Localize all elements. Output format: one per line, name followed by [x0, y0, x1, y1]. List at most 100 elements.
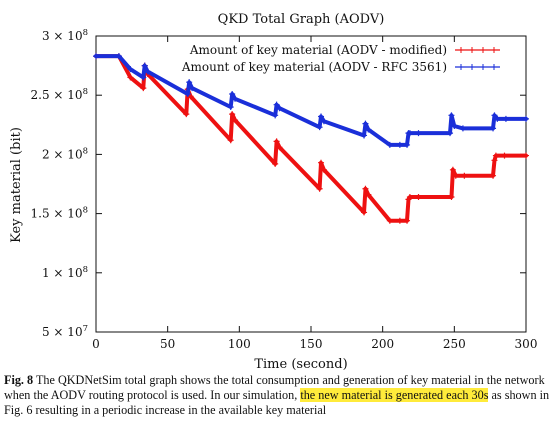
data-point: [449, 166, 456, 173]
y-tick-label: 1 × 108: [42, 265, 88, 280]
y-tick-label: 3 × 108: [42, 28, 88, 43]
caption-highlight: the new material is generated each 30s: [300, 388, 489, 402]
data-point: [491, 157, 498, 164]
data-point: [184, 91, 191, 98]
chart-title: QKD Total Graph (AODV): [218, 12, 385, 27]
data-point: [415, 130, 422, 137]
data-point: [144, 68, 151, 75]
data-point: [316, 124, 323, 131]
legend-marker: [491, 47, 497, 53]
data-point: [229, 111, 236, 118]
data-point: [492, 152, 499, 159]
data-point: [361, 132, 368, 139]
data-point: [318, 113, 325, 120]
data-point: [273, 138, 280, 145]
legend-label: Amount of key material (AODV - modified): [189, 43, 447, 57]
data-point: [365, 126, 372, 133]
legend-marker: [469, 47, 475, 53]
data-point: [448, 112, 455, 119]
data-point: [404, 141, 411, 148]
data-point: [447, 130, 454, 137]
caption-text-end: as shown in Fig. 6 resulting in a period…: [4, 388, 550, 417]
x-tick-label: 50: [160, 337, 175, 351]
data-point: [523, 152, 529, 159]
y-axis-label: Key material (bit): [9, 127, 24, 243]
data-point: [183, 111, 190, 118]
data-point: [365, 191, 372, 198]
data-point: [276, 144, 283, 151]
data-point: [459, 125, 466, 132]
data-point: [93, 53, 99, 60]
series-lines: [93, 53, 529, 224]
data-point: [396, 141, 403, 148]
data-point: [186, 79, 193, 86]
x-tick-label: 250: [443, 337, 466, 351]
x-tick-label: 300: [515, 337, 538, 351]
figure-caption: Fig. 8 The QKDNetSim total graph shows t…: [4, 373, 550, 418]
data-point: [362, 185, 369, 192]
x-tick-label: 150: [300, 337, 323, 351]
y-tick-label: 2.5 × 108: [31, 87, 88, 102]
data-point: [501, 152, 508, 159]
data-point: [491, 112, 498, 119]
legend-label: Amount of key material (AODV - RFC 3561): [181, 60, 447, 74]
data-point: [320, 118, 327, 125]
data-point: [232, 95, 239, 102]
data-point: [362, 120, 369, 127]
x-tick-label: 0: [92, 337, 100, 351]
x-axis-label: Time (second): [254, 357, 347, 370]
data-point: [490, 172, 497, 179]
chart: QKD Total Graph (AODV) 5 × 107 1 × 108 1.5…: [9, 12, 537, 370]
x-axis: 0 50 100 150 200 250 300: [92, 36, 537, 351]
data-point: [490, 125, 497, 132]
data-point: [494, 115, 501, 122]
data-point: [451, 122, 458, 129]
y-tick-label: 2 × 108: [42, 146, 88, 161]
data-point: [272, 112, 279, 119]
series-2: [93, 53, 529, 148]
legend-marker: [480, 64, 486, 70]
legend-marker: [469, 64, 475, 70]
data-point: [189, 85, 196, 92]
data-point: [361, 209, 368, 216]
data-point: [386, 217, 393, 224]
data-point: [115, 53, 122, 60]
data-point: [227, 137, 234, 144]
data-point: [273, 101, 280, 108]
data-point: [276, 105, 283, 112]
legend-marker: [491, 64, 497, 70]
caption-text: The QKDNetSim total graph shows the tota…: [4, 373, 545, 402]
caption-label: Fig. 8: [4, 373, 34, 387]
y-tick-label: 1.5 × 108: [31, 206, 88, 221]
data-point: [140, 74, 147, 81]
data-point: [232, 117, 239, 124]
data-point: [229, 91, 236, 98]
data-point: [320, 166, 327, 173]
x-tick-label: 100: [228, 337, 251, 351]
data-point: [452, 172, 459, 179]
y-axis: 5 × 107 1 × 108 1.5 × 108 2 × 108 2.5 × 108 3…: [31, 28, 526, 339]
data-point: [406, 130, 413, 137]
data-point: [386, 141, 393, 148]
data-point: [318, 159, 325, 166]
data-point: [316, 185, 323, 192]
data-point: [127, 74, 134, 81]
data-point: [272, 160, 279, 167]
legend-marker: [480, 47, 486, 53]
data-point: [415, 194, 422, 201]
data-point: [141, 62, 148, 69]
legend-marker: [458, 64, 464, 70]
data-point: [448, 194, 455, 201]
data-point: [396, 217, 403, 224]
data-point: [140, 85, 147, 92]
legend: Amount of key material (AODV - modified)…: [181, 43, 500, 74]
data-point: [461, 172, 468, 179]
data-point: [406, 194, 413, 201]
x-tick-label: 200: [371, 337, 394, 351]
data-point: [523, 115, 529, 122]
data-point: [404, 217, 411, 224]
data-point: [127, 66, 134, 73]
legend-marker: [458, 47, 464, 53]
data-point: [227, 104, 234, 111]
data-point: [502, 115, 509, 122]
